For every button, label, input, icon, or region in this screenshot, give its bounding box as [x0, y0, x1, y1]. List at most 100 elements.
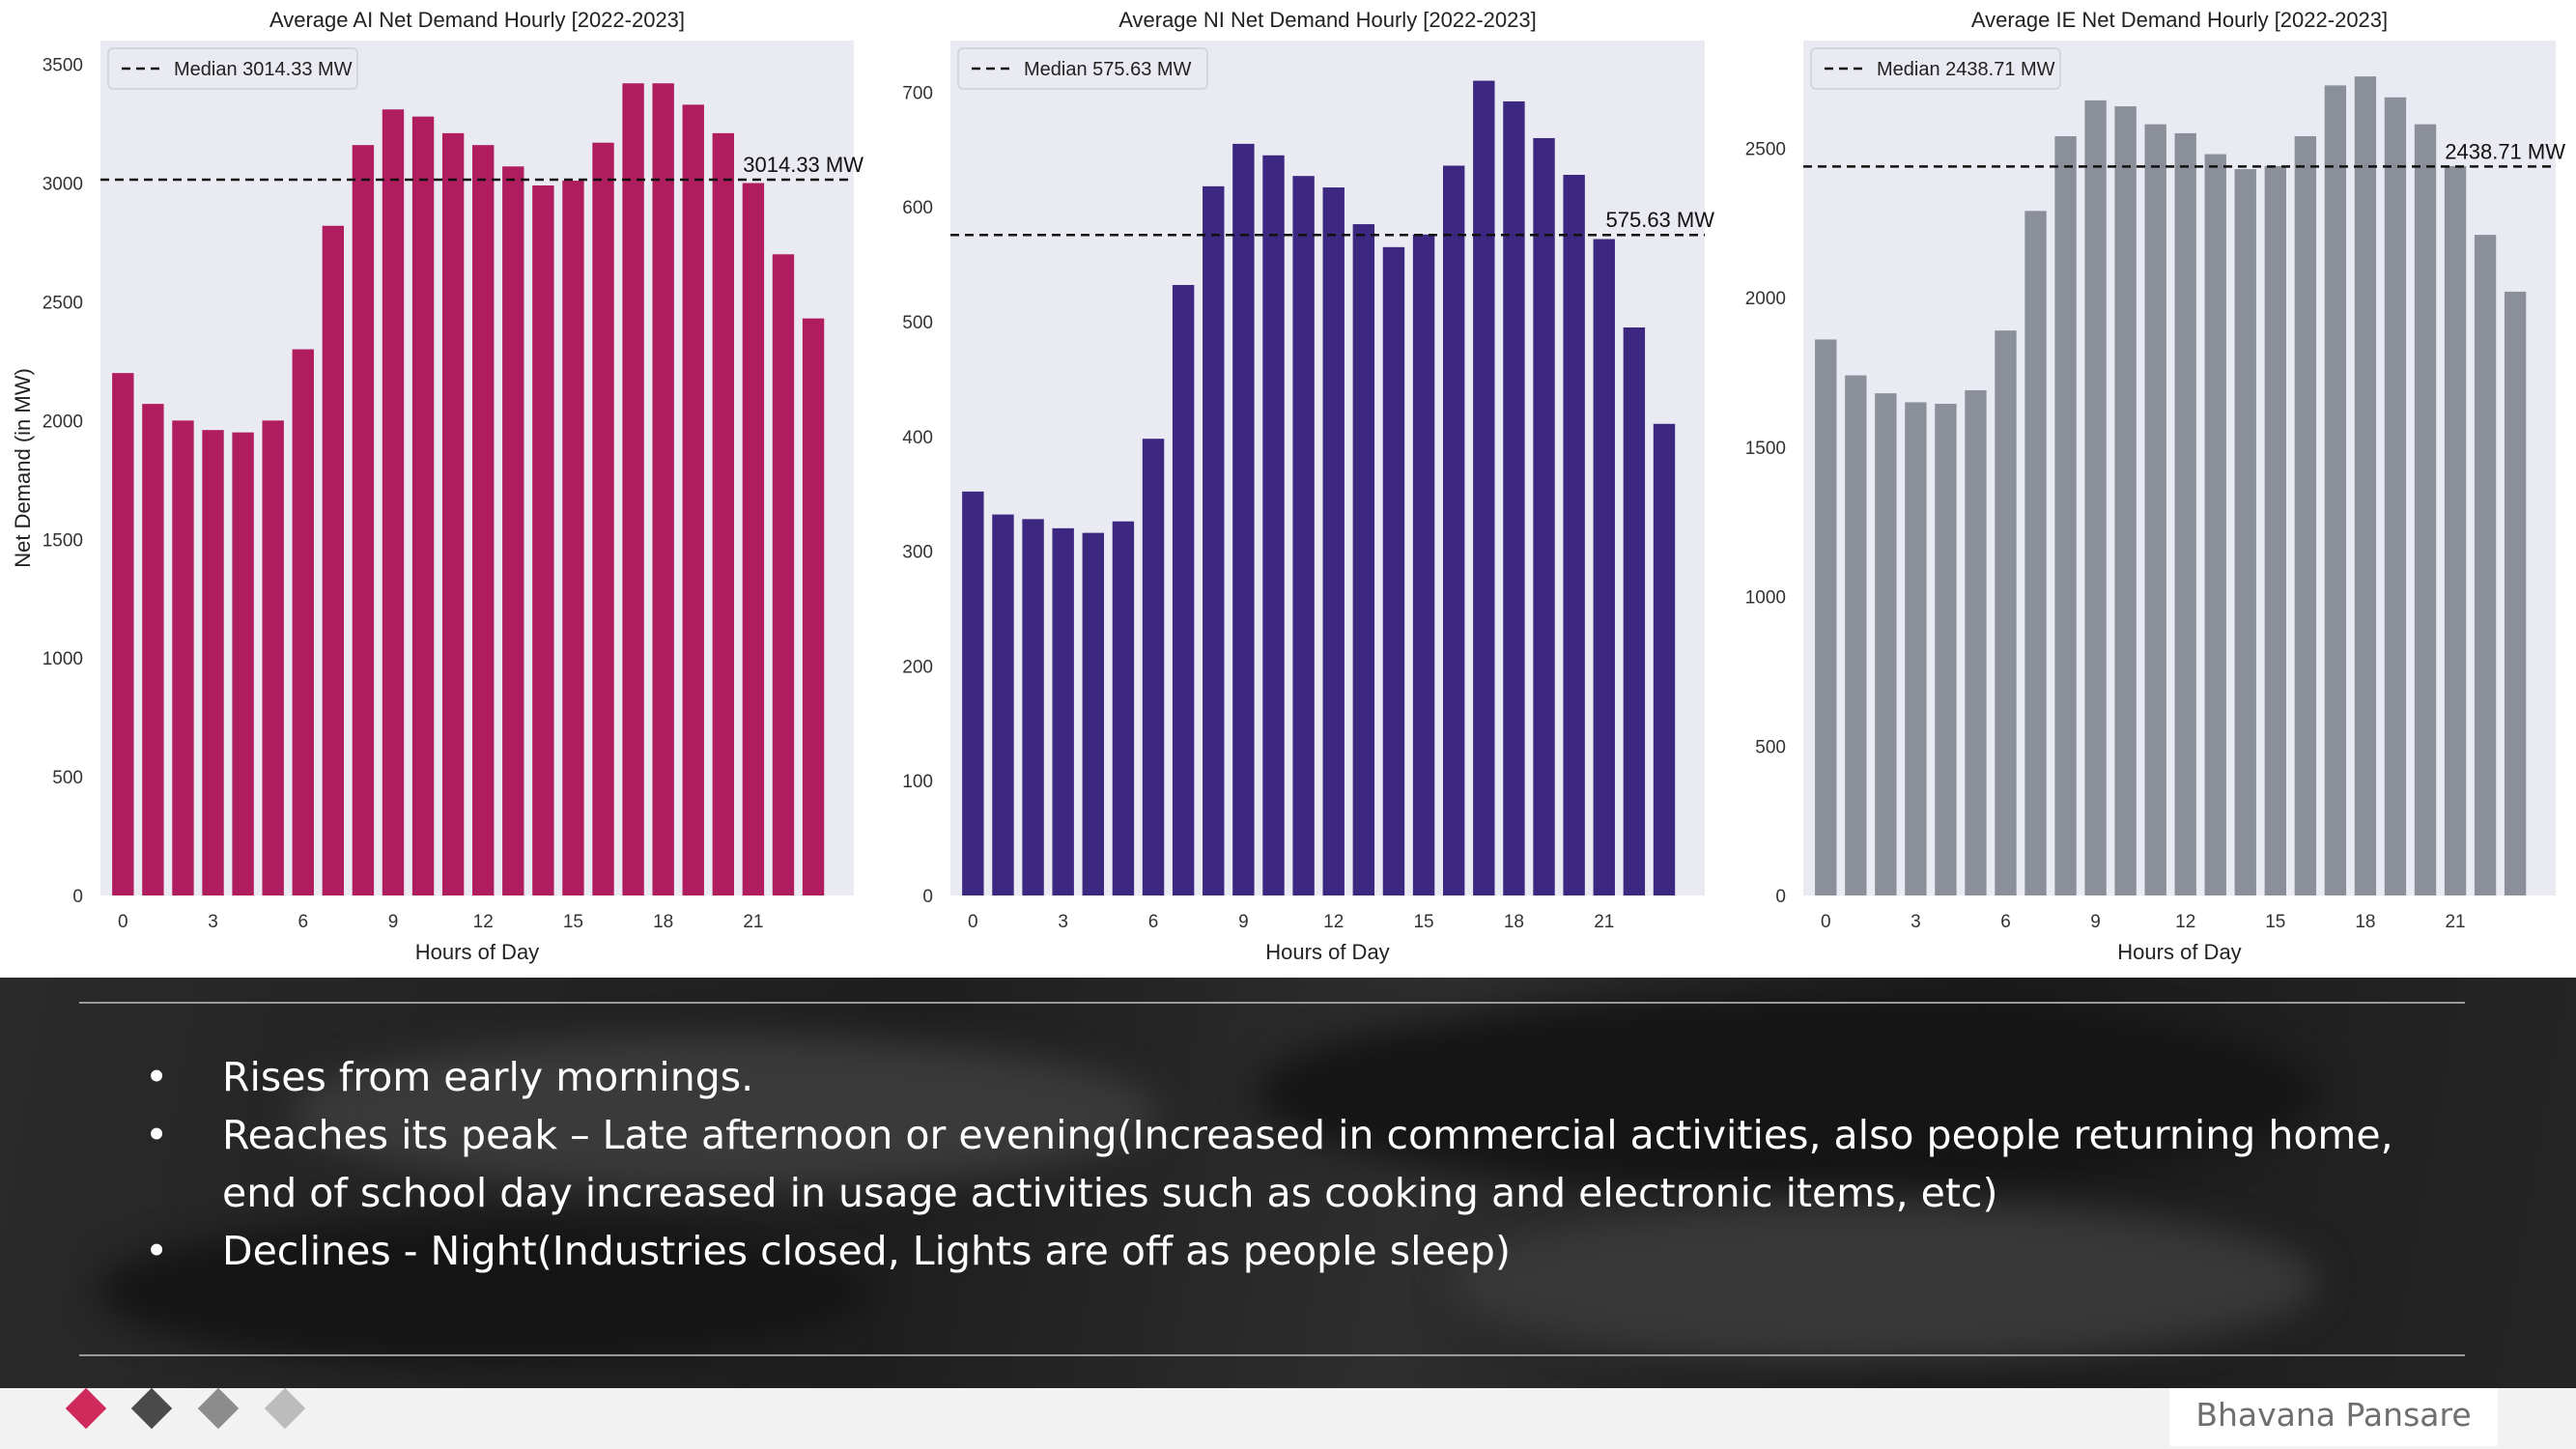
- chart-title: Average NI Net Demand Hourly [2022-2023]: [1118, 8, 1537, 32]
- bar: [2084, 99, 2107, 895]
- bar: [2384, 97, 2407, 896]
- bar: [1965, 390, 1987, 896]
- x-tick-label: 9: [1238, 912, 1249, 932]
- x-tick-label: 0: [118, 912, 128, 932]
- bottom-divider: [79, 1354, 2465, 1356]
- bar: [1203, 185, 1225, 895]
- bar: [1593, 239, 1615, 895]
- y-tick-label: 3000: [42, 175, 83, 195]
- bar: [2204, 154, 2226, 896]
- bar: [1322, 187, 1345, 895]
- bar: [1442, 165, 1465, 895]
- bar: [1352, 224, 1375, 895]
- bar: [142, 404, 164, 895]
- bar: [2024, 211, 2047, 896]
- median-label: 2438.71 MW: [2445, 139, 2565, 163]
- bar: [502, 166, 524, 895]
- x-tick-label: 6: [1148, 912, 1159, 932]
- bar: [2504, 291, 2527, 896]
- summary-bullets: Rises from early mornings. Reaches its p…: [145, 1048, 2463, 1280]
- bar: [2444, 165, 2467, 896]
- x-tick-label: 3: [1058, 912, 1068, 932]
- y-tick-label: 1500: [42, 530, 83, 551]
- legend-label: Median 575.63 MW: [1024, 59, 1192, 80]
- x-tick-label: 21: [2445, 912, 2465, 932]
- bar: [2414, 124, 2437, 895]
- y-tick-label: 500: [902, 313, 933, 333]
- bar: [172, 420, 194, 895]
- bar: [1473, 80, 1495, 896]
- x-tick-label: 15: [563, 912, 583, 932]
- x-tick-label: 21: [743, 912, 763, 932]
- bar: [2144, 124, 2166, 895]
- bar: [1112, 521, 1135, 895]
- bar: [712, 132, 735, 895]
- y-tick-label: 200: [902, 657, 933, 677]
- legend-box: [957, 47, 1208, 90]
- bar: [1815, 339, 1837, 895]
- y-axis-label: Net Demand (in MW): [11, 368, 35, 568]
- y-tick-label: 500: [52, 768, 83, 788]
- bar: [322, 225, 345, 895]
- bar: [472, 145, 495, 895]
- bar: [1412, 234, 1435, 895]
- bar: [532, 185, 554, 896]
- x-axis-label: Hours of Day: [415, 940, 539, 964]
- x-tick-label: 12: [2175, 912, 2195, 932]
- legend-box: [107, 47, 358, 90]
- y-tick-label: 2000: [1745, 289, 1786, 309]
- author-box: [2169, 1388, 2498, 1446]
- x-tick-label: 9: [2090, 912, 2101, 932]
- bar: [1503, 100, 1525, 896]
- bar: [592, 142, 614, 896]
- y-tick-label: 2500: [42, 293, 83, 313]
- y-tick-label: 1000: [42, 649, 83, 669]
- y-tick-label: 300: [902, 543, 933, 563]
- x-tick-label: 12: [473, 912, 494, 932]
- x-tick-label: 0: [968, 912, 978, 932]
- bar: [1292, 176, 1315, 895]
- y-tick-label: 100: [902, 772, 933, 792]
- bar: [2324, 85, 2347, 896]
- bar: [2174, 132, 2196, 895]
- top-divider: [79, 1002, 2465, 1004]
- bar: [1905, 402, 1927, 895]
- bar: [1232, 143, 1255, 896]
- median-label: 575.63 MW: [1606, 208, 1715, 232]
- bar: [2474, 235, 2497, 896]
- median-label: 3014.33 MW: [743, 153, 863, 177]
- bar: [2114, 106, 2137, 896]
- chart-title: Average AI Net Demand Hourly [2022-2023]: [269, 8, 685, 32]
- bar: [772, 254, 795, 895]
- bar: [1875, 393, 1897, 895]
- bar: [962, 491, 984, 895]
- bar: [1142, 439, 1165, 895]
- legend-label: Median 2438.71 MW: [1877, 59, 2055, 80]
- bar: [1563, 174, 1585, 895]
- y-tick-label: 0: [922, 887, 933, 907]
- x-tick-label: 21: [1594, 912, 1614, 932]
- bar: [441, 132, 465, 895]
- y-tick-label: 1500: [1745, 439, 1786, 459]
- x-tick-label: 18: [653, 912, 673, 932]
- x-tick-label: 15: [2265, 912, 2285, 932]
- chart-0: Average AI Net Demand Hourly [2022-2023]…: [11, 8, 863, 964]
- footer: [0, 1388, 2576, 1449]
- bar: [411, 116, 435, 895]
- y-tick-label: 2500: [1745, 139, 1786, 159]
- x-axis-label: Hours of Day: [1265, 940, 1389, 964]
- bar: [202, 430, 224, 895]
- bar: [232, 432, 254, 895]
- x-axis-label: Hours of Day: [2117, 940, 2241, 964]
- y-tick-label: 1000: [1745, 588, 1786, 609]
- y-tick-label: 500: [1755, 737, 1786, 757]
- bar: [1022, 519, 1044, 895]
- x-tick-label: 3: [208, 912, 218, 932]
- x-tick-label: 6: [2000, 912, 2011, 932]
- x-tick-label: 9: [388, 912, 399, 932]
- bar: [352, 145, 375, 895]
- bar: [2054, 136, 2077, 895]
- bar: [992, 514, 1014, 895]
- y-tick-label: 0: [72, 887, 83, 907]
- bar: [1082, 532, 1105, 895]
